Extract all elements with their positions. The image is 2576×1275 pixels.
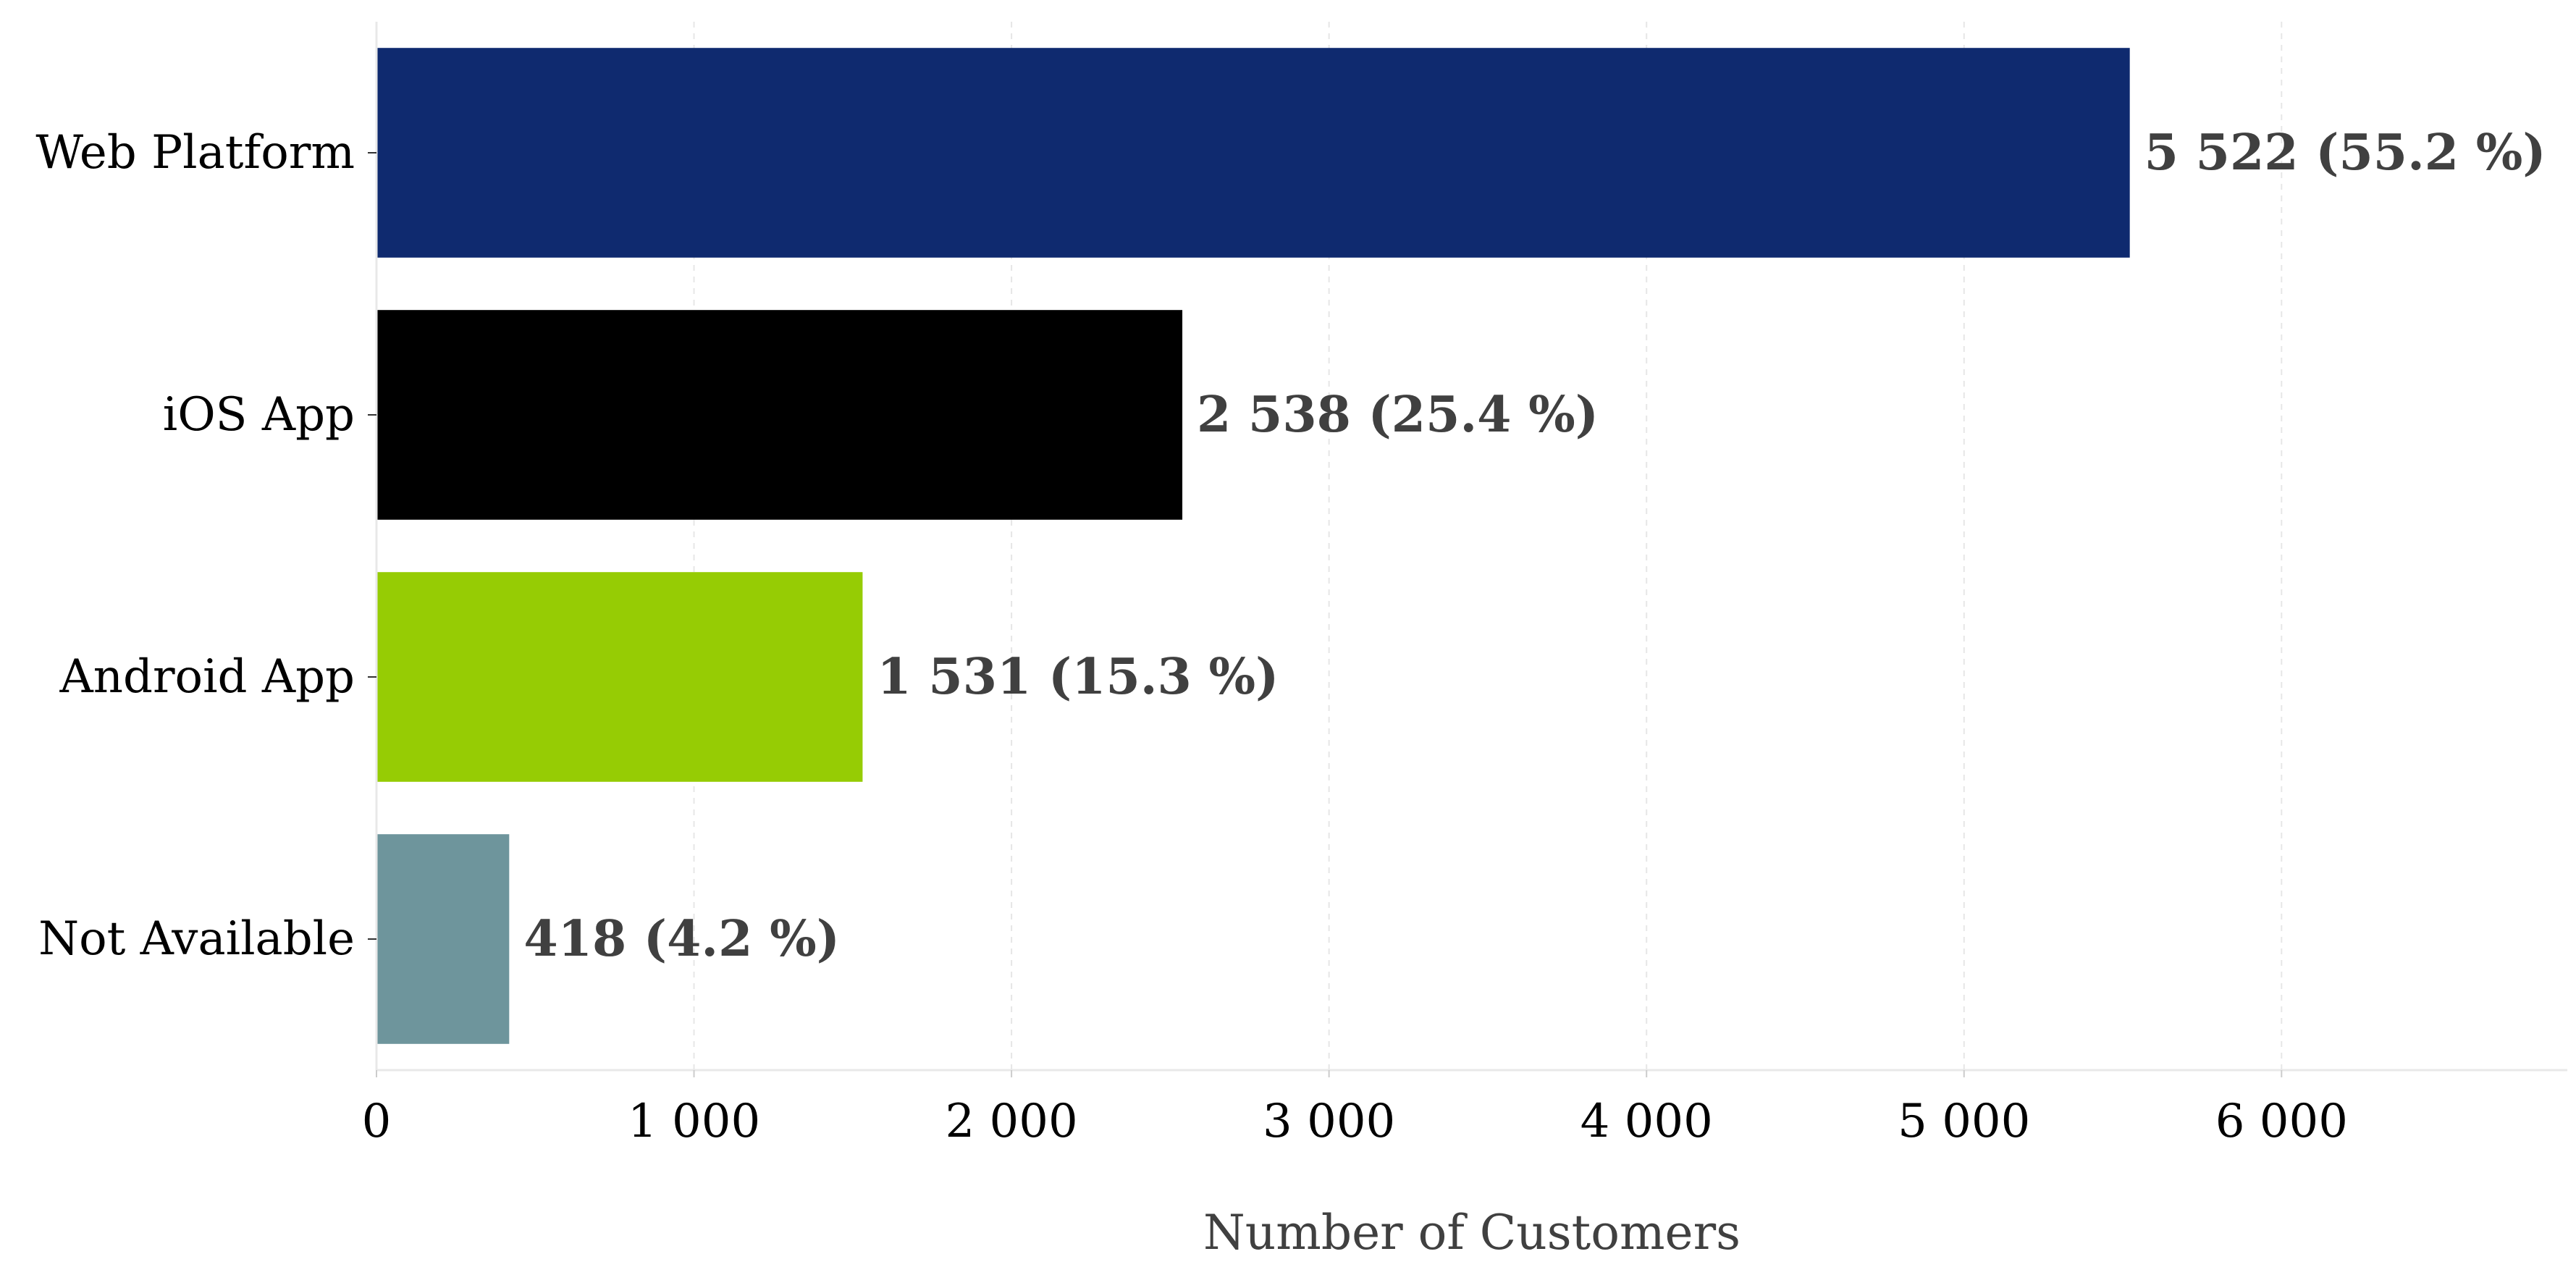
bar: [376, 834, 510, 1044]
x-tick-label: 6 000: [2215, 1095, 2348, 1148]
x-tick-labels: 0 1 000 2 000 3 000 4 000 5 000 6 000: [362, 1070, 2348, 1148]
x-tick-label: 5 000: [1898, 1095, 2030, 1148]
value-label: 418 (4.2 %): [523, 910, 840, 968]
x-tick-label: 3 000: [1263, 1095, 1395, 1148]
value-labels: 5 522 (55.2 %) 2 538 (25.4 %) 1 531 (15.3 …: [523, 124, 2546, 968]
x-tick-label: 4 000: [1580, 1095, 1713, 1148]
bar: [376, 48, 2130, 258]
category-label: Not Available: [38, 912, 355, 966]
value-label: 5 522 (55.2 %): [2144, 124, 2546, 182]
x-axis-title: Number of Customers: [1203, 1205, 1741, 1261]
bar: [376, 310, 1183, 520]
value-label: 2 538 (25.4 %): [1197, 386, 1599, 444]
category-label: Web Platform: [35, 126, 355, 180]
bar: [376, 572, 863, 782]
x-tick-label: 0: [362, 1095, 392, 1148]
x-tick-label: 2 000: [945, 1095, 1077, 1148]
x-tick-label: 1 000: [628, 1095, 760, 1148]
axes-group: [375, 22, 2567, 1072]
category-labels: Web Platform iOS App Android App Not Availa…: [35, 126, 376, 966]
category-label: iOS App: [163, 388, 355, 442]
bars-group: [376, 48, 2130, 1044]
value-label: 1 531 (15.3 %): [877, 648, 1279, 706]
category-label: Android App: [59, 650, 355, 704]
